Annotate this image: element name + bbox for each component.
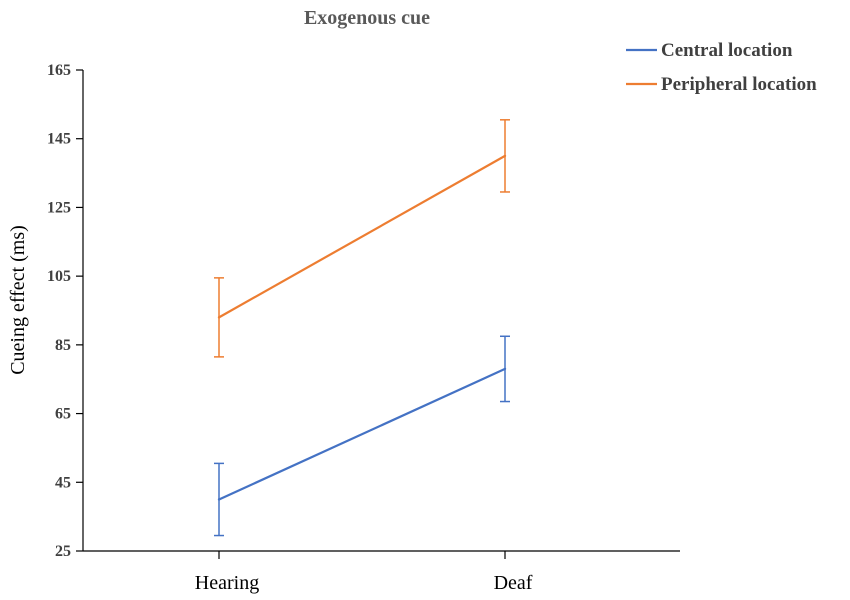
data-point bbox=[217, 316, 221, 319]
y-tick-label: 145 bbox=[47, 131, 71, 148]
series-group bbox=[214, 119, 510, 537]
y-tick-label: 65 bbox=[55, 406, 71, 423]
y-axis-label: Cueing effect (ms) bbox=[7, 225, 29, 375]
series-line bbox=[218, 154, 506, 319]
x-tick-label: Hearing bbox=[195, 572, 259, 594]
series-2 bbox=[214, 119, 510, 358]
y-tick-label: 125 bbox=[47, 199, 71, 216]
y-tick-label: 25 bbox=[55, 543, 71, 560]
y-tick-label: 165 bbox=[47, 62, 71, 79]
legend: Central location Peripheral location bbox=[626, 40, 817, 95]
y-ticks: 25 45 65 85 105 125 145 165 bbox=[47, 62, 83, 560]
legend-label: Central location bbox=[661, 40, 793, 61]
data-point bbox=[503, 367, 507, 371]
y-tick-label: 45 bbox=[55, 474, 71, 491]
x-ticks: Hearing Deaf bbox=[195, 551, 533, 594]
chart-title: Exogenous cue bbox=[304, 7, 430, 29]
x-tick-label: Deaf bbox=[494, 572, 533, 594]
y-tick-label: 85 bbox=[55, 337, 71, 354]
series-1 bbox=[214, 335, 510, 537]
y-tick-label: 105 bbox=[47, 268, 71, 285]
data-point bbox=[503, 154, 507, 158]
legend-label: Peripheral location bbox=[661, 74, 817, 95]
series-line bbox=[218, 367, 506, 501]
data-point bbox=[217, 498, 221, 501]
